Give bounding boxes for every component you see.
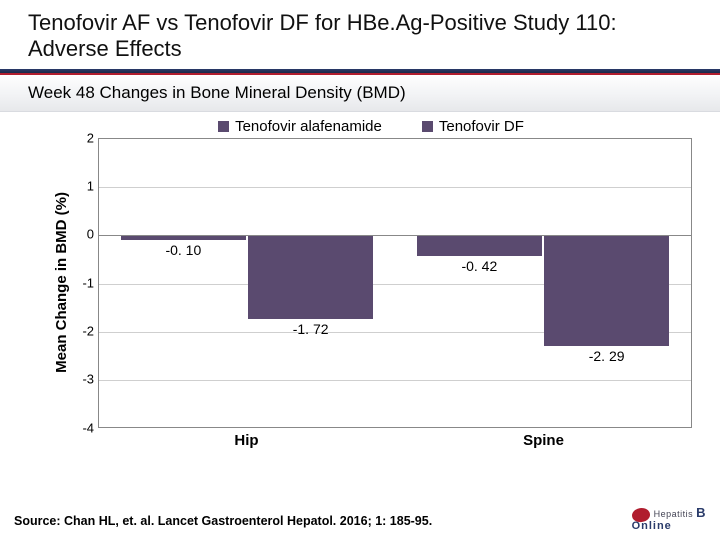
x-axis: HipSpine	[98, 428, 692, 449]
bar	[544, 235, 668, 346]
y-tick-label: -4	[82, 420, 94, 435]
y-tick-label: -2	[82, 324, 94, 339]
legend-swatch	[218, 121, 229, 132]
legend-label: Tenofovir DF	[439, 118, 524, 135]
x-category-label: Hip	[98, 428, 395, 449]
slide-title: Tenofovir AF vs Tenofovir DF for HBe.Ag-…	[28, 10, 692, 63]
bar-value-label: -1. 72	[293, 321, 329, 337]
bar-value-label: -0. 42	[461, 258, 497, 274]
zero-line	[99, 235, 691, 236]
legend-swatch	[422, 121, 433, 132]
slide-subtitle: Week 48 Changes in Bone Mineral Density …	[28, 83, 692, 103]
bar	[417, 235, 541, 255]
y-tick-label: 0	[87, 227, 94, 242]
y-tick-label: 1	[87, 179, 94, 194]
y-tick-label: 2	[87, 130, 94, 145]
bar-value-label: -0. 10	[165, 242, 201, 258]
bar-value-label: -2. 29	[589, 348, 625, 364]
x-category-label: Spine	[395, 428, 692, 449]
legend-label: Tenofovir alafenamide	[235, 118, 382, 135]
y-axis-ticks: -4-3-2-1012	[72, 138, 98, 428]
plot-area: -0. 10 -1. 72 -0. 42 -2. 29	[98, 138, 692, 428]
legend-item: Tenofovir DF	[422, 118, 524, 135]
bar	[248, 235, 372, 318]
gridline	[99, 380, 691, 381]
bmd-chart: Tenofovir alafenamide Tenofovir DF Mean C…	[50, 118, 692, 449]
gridline	[99, 187, 691, 188]
chart-legend: Tenofovir alafenamide Tenofovir DF	[50, 118, 692, 136]
y-tick-label: -1	[82, 275, 94, 290]
legend-item: Tenofovir alafenamide	[218, 118, 382, 135]
source-citation: Source: Chan HL, et. al. Lancet Gastroen…	[14, 514, 432, 528]
brand-logo: Hepatitis B Online	[632, 505, 706, 532]
y-axis-label: Mean Change in BMD (%)	[50, 138, 72, 428]
y-tick-label: -3	[82, 372, 94, 387]
